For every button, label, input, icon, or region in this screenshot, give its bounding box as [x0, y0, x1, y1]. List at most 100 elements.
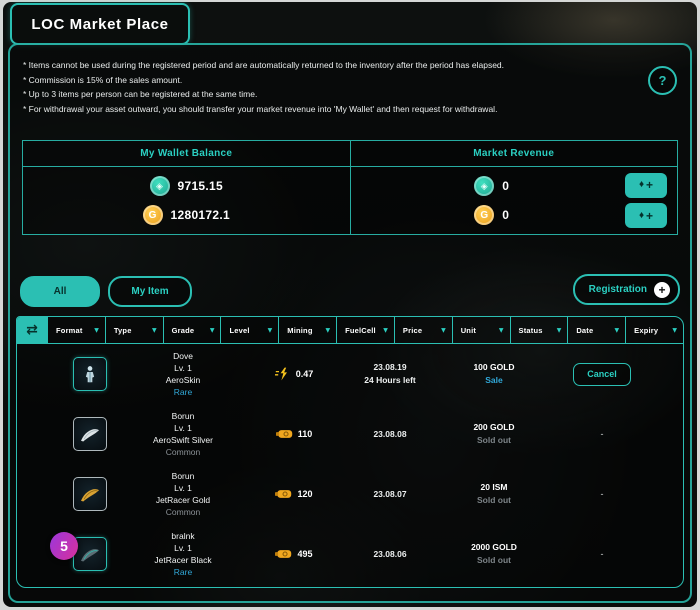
table-body: Dove Lv. 1 AeroSkin Rare 0.47 23.08.19 2… — [17, 344, 683, 584]
gold-revenue-value: 0 — [502, 208, 510, 222]
row-price: 200 GOLD — [473, 422, 515, 432]
fuelcell-icon — [275, 550, 292, 558]
gem-icon: ♦ — [638, 209, 645, 221]
page-title: LOC Market Place — [31, 15, 169, 33]
row-status: Sale — [485, 375, 503, 385]
row-grade: Common — [165, 447, 201, 457]
tab-my-item[interactable]: My Item — [108, 276, 192, 307]
row-price: 100 GOLD — [473, 362, 515, 372]
column-header-date[interactable]: Date ▼ — [567, 317, 625, 343]
table-row: bralnk Lv. 1 JetRacer Black Rare 495 23.… — [17, 524, 683, 584]
row-stat-value: 495 — [297, 549, 313, 559]
hoverboard-icon — [81, 429, 99, 442]
row-grade: Common — [165, 507, 201, 517]
plus-icon: + — [646, 208, 654, 223]
row-level: Lv. 1 — [174, 423, 192, 433]
marketplace-panel: * Items cannot be used during the regist… — [8, 43, 692, 603]
column-header-expiry[interactable]: Expiry ▼ — [625, 317, 683, 343]
question-mark-icon: ? — [658, 73, 667, 88]
row-stat-value: 120 — [297, 489, 313, 499]
column-header-type[interactable]: Type ▼ — [104, 317, 163, 343]
row-level: Lv. 1 — [174, 543, 192, 553]
refresh-button[interactable]: ⇄ — [17, 317, 47, 343]
row-date: 23.08.07 — [373, 488, 407, 499]
chevron-down-icon: ▼ — [325, 326, 331, 334]
help-button[interactable]: ? — [648, 66, 677, 95]
registration-button[interactable]: Registration + — [572, 274, 680, 305]
notification-badge: 5 — [50, 532, 78, 560]
wallet-balance-header: My Wallet Balance — [23, 141, 351, 166]
plus-icon: + — [654, 281, 670, 298]
note-line: * Items cannot be used during the regist… — [23, 60, 505, 70]
withdraw-gold-button[interactable]: ♦ + — [625, 203, 667, 229]
column-header-format[interactable]: Format ▼ — [47, 317, 105, 343]
row-price: 2000 GOLD — [471, 542, 517, 552]
row-player: Borun — [171, 471, 195, 481]
mining-lightning-icon — [274, 367, 287, 381]
rules-notes: * Items cannot be used during the regist… — [23, 58, 504, 116]
item-icon-jetracer-black[interactable] — [73, 537, 107, 571]
gem-coin-icon: ◈ — [474, 176, 495, 196]
column-header-fuelcell[interactable]: FuelCell ▼ — [336, 317, 394, 343]
column-header-unit[interactable]: Unit ▼ — [451, 317, 510, 343]
chevron-down-icon: ▼ — [556, 326, 562, 334]
row-date: 23.08.19 — [373, 362, 407, 372]
item-icon-aeroswift-silver[interactable] — [73, 417, 107, 451]
refresh-icon: ⇄ — [26, 322, 38, 338]
gem-balance-row: ◈ 9715.15 — [23, 176, 350, 196]
window-title-box: LOC Market Place — [10, 3, 190, 45]
column-header-status[interactable]: Status ▼ — [509, 317, 568, 343]
gold-revenue-row: G 0 — [329, 205, 656, 225]
column-header-mining[interactable]: Mining ▼ — [278, 317, 336, 343]
wallet-balance-column: ◈ 9715.15 G 1280172.1 — [23, 167, 351, 234]
row-grade: Rare — [173, 387, 193, 397]
gold-coin-icon: G — [474, 205, 495, 225]
wallet-summary-box: My Wallet Balance Market Revenue ◈ 9715.… — [22, 140, 678, 235]
gem-revenue-row: ◈ 0 — [329, 176, 656, 196]
row-status: Sold out — [477, 435, 511, 445]
chevron-down-icon: ▼ — [267, 326, 273, 334]
hoverboard-icon — [81, 549, 99, 562]
tab-all[interactable]: All — [20, 276, 100, 307]
chevron-down-icon: ▼ — [672, 326, 677, 334]
gold-balance-row: G 1280172.1 — [23, 205, 350, 225]
column-header-price[interactable]: Price ▼ — [393, 317, 452, 343]
cancel-button[interactable]: Cancel — [573, 362, 631, 386]
plus-icon: + — [646, 178, 654, 193]
row-item-name: AeroSwift Silver — [153, 435, 213, 445]
chevron-down-icon: ▼ — [209, 326, 215, 334]
column-header-level[interactable]: Level ▼ — [220, 317, 278, 343]
withdraw-gem-button[interactable]: ♦ + — [625, 172, 667, 198]
chevron-down-icon: ▼ — [614, 326, 620, 334]
row-expiry-empty: - — [600, 549, 604, 559]
item-icon-jetracer-gold[interactable] — [73, 477, 107, 511]
row-expiry-empty: - — [600, 489, 604, 499]
chevron-down-icon: ▼ — [152, 326, 157, 334]
chevron-down-icon: ▼ — [383, 326, 388, 334]
badge-count: 5 — [60, 538, 68, 554]
gem-icon: ♦ — [638, 179, 645, 191]
table-row: Dove Lv. 1 AeroSkin Rare 0.47 23.08.19 2… — [17, 344, 683, 404]
row-status: Sold out — [477, 495, 511, 505]
row-item-name: JetRacer Gold — [155, 495, 211, 505]
market-table: ⇄ Format ▼ Type ▼ Grade ▼ Level ▼ Mining ▼ Fu… — [16, 316, 684, 588]
row-date-sub: 24 Hours left — [364, 375, 416, 385]
table-header: ⇄ Format ▼ Type ▼ Grade ▼ Level ▼ Mining ▼ Fu… — [17, 317, 683, 344]
registration-label: Registration — [588, 284, 647, 295]
market-revenue-header: Market Revenue — [473, 148, 555, 159]
fuelcell-icon — [275, 490, 292, 498]
row-player: bralnk — [171, 531, 195, 541]
item-icon-aeroskin[interactable] — [73, 357, 107, 391]
gold-balance-value: 1280172.1 — [170, 208, 230, 222]
table-row: Borun Lv. 1 AeroSwift Silver Common 110 … — [17, 404, 683, 464]
row-item-name: AeroSkin — [165, 375, 201, 385]
column-header-grade[interactable]: Grade ▼ — [162, 317, 221, 343]
note-line: * For withdrawal your asset outward, you… — [23, 103, 498, 114]
gem-revenue-value: 0 — [502, 179, 510, 193]
suit-icon — [85, 366, 95, 383]
row-stat-value: 0.47 — [295, 369, 314, 379]
row-price: 20 ISM — [480, 482, 508, 492]
row-level: Lv. 1 — [174, 483, 192, 493]
gem-coin-icon: ◈ — [149, 176, 170, 196]
row-expiry-empty: - — [600, 429, 604, 439]
